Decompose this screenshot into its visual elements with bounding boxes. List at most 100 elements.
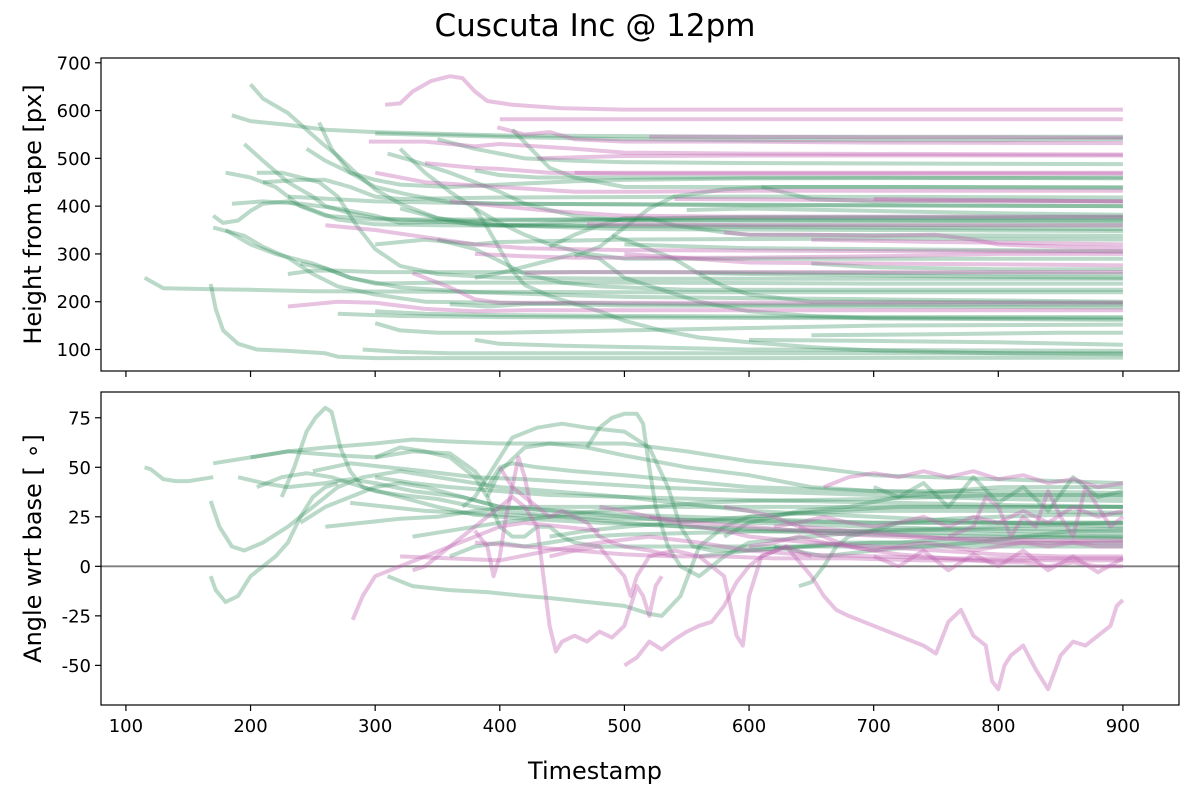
series-line-green-20 [773, 528, 1123, 559]
series-line-magenta-39 [400, 534, 1123, 563]
x-tick-label: 400 [483, 716, 517, 737]
series-line-green-20 [474, 168, 1123, 181]
series-line-green-17 [374, 475, 1123, 509]
series-line-magenta-53 [524, 270, 1123, 275]
series-line-green-10 [262, 177, 1123, 201]
y-tick-label: 300 [57, 244, 91, 265]
series-line-green-17 [398, 147, 1123, 261]
series-line-green-28 [399, 206, 1123, 228]
series-line-green-7 [242, 142, 1123, 228]
series-line-green-0 [143, 276, 1123, 295]
x-tick-label: 200 [233, 716, 267, 737]
axes-frame [100, 391, 1180, 706]
series-line-green-41 [748, 337, 1123, 347]
series-line-green-25 [698, 534, 1123, 559]
series-line-green-4 [279, 405, 1123, 541]
series-line-green-23 [449, 300, 1123, 309]
series-line-green-24 [573, 185, 1123, 259]
y-tick-label: -50 [62, 656, 91, 677]
y-tick-label: 0 [80, 557, 91, 578]
series-line-magenta-60 [873, 197, 1123, 204]
series-line-magenta-29 [498, 466, 675, 559]
series-line-green-11 [461, 421, 1123, 553]
series-line-green-5 [231, 113, 1123, 139]
series-line-green-29 [474, 251, 1123, 322]
series-line-green-1 [208, 481, 339, 604]
series-line-green-21 [798, 512, 1123, 589]
series-line-green-1 [208, 283, 1123, 361]
series-line-magenta-44 [384, 74, 1123, 112]
x-tick-label: 300 [358, 716, 392, 737]
series-line-magenta-57 [624, 251, 1123, 268]
series-line-green-8 [256, 170, 1123, 281]
series-line-green-4 [248, 82, 1123, 233]
y-tick-label: 100 [57, 340, 91, 361]
series-line-green-24 [872, 475, 1124, 513]
series-line-magenta-62 [537, 153, 1123, 161]
series-line-green-8 [299, 481, 1123, 535]
series-line-green-9 [374, 445, 1123, 549]
axes-frame [100, 57, 1180, 372]
series-line-green-36 [811, 261, 1123, 272]
series-line-green-14 [305, 147, 1123, 189]
series-line-green-18 [412, 493, 1123, 539]
series-line-magenta-51 [325, 223, 1123, 254]
series-line-green-19 [723, 485, 1123, 539]
series-line-green-38 [686, 206, 1123, 217]
series-line-magenta-38 [474, 540, 1123, 563]
series-line-green-12 [317, 121, 1123, 209]
series-line-green-6 [256, 471, 1123, 539]
series-line-green-18 [437, 137, 1123, 167]
series-line-green-12 [585, 411, 1123, 579]
x-tick-label: 100 [109, 716, 143, 737]
series-line-green-33 [362, 347, 1123, 356]
y-tick-label: 75 [68, 408, 91, 429]
figure-title: Cuscuta Inc @ 12pm [434, 8, 755, 44]
series-line-green-26 [611, 233, 1123, 305]
series-line-magenta-46 [496, 125, 1123, 146]
series-line-magenta-40 [947, 485, 1125, 539]
y-axis-label: Angle wrt base [ ∘] [19, 434, 47, 663]
series-line-magenta-28 [623, 544, 813, 668]
y-tick-label: 600 [57, 101, 91, 122]
series-line-magenta-47 [368, 139, 1123, 157]
series-line-magenta-27 [411, 495, 664, 654]
series-line-green-0 [143, 465, 214, 484]
series-line-green-16 [387, 151, 1123, 223]
series-line-magenta-30 [473, 455, 533, 579]
series-line-green-22 [287, 194, 1123, 209]
series-line-magenta-32 [723, 504, 1123, 569]
series-line-magenta-49 [374, 170, 1123, 194]
series-line-magenta-41 [798, 524, 1123, 545]
series-line-green-9 [231, 199, 1123, 225]
series-line-green-34 [337, 311, 1123, 321]
series-line-green-6 [212, 199, 1123, 232]
series-line-green-15 [349, 500, 1123, 525]
series-line-green-35 [474, 337, 1123, 353]
series-line-green-42 [811, 330, 1123, 338]
series-line-green-5 [237, 475, 1123, 525]
series-line-green-3 [212, 437, 1123, 486]
series-line-magenta-63 [674, 197, 1123, 204]
y-axis-label: Height from tape [px] [19, 84, 47, 344]
series-line-magenta-42 [649, 514, 1123, 543]
series-line-magenta-56 [723, 230, 1123, 251]
series-line-magenta-35 [823, 469, 1124, 490]
series-line-magenta-26 [350, 520, 600, 621]
series-line-green-31 [225, 170, 1123, 224]
series-line-green-13 [287, 268, 1123, 276]
series-line-green-30 [473, 207, 1123, 357]
series-line-magenta-33 [748, 534, 1123, 553]
series-line-green-22 [549, 504, 1123, 539]
series-line-magenta-55 [287, 299, 1123, 314]
series-line-green-25 [437, 237, 1123, 292]
series-line-green-21 [375, 236, 1123, 247]
series-line-green-19 [510, 128, 1123, 189]
x-tick-label: 500 [607, 716, 641, 737]
y-tick-label: 50 [68, 458, 91, 479]
y-tick-label: 500 [57, 149, 91, 170]
series-group [143, 74, 1123, 361]
series-line-green-2 [212, 225, 1123, 310]
series-line-green-37 [761, 185, 1123, 204]
